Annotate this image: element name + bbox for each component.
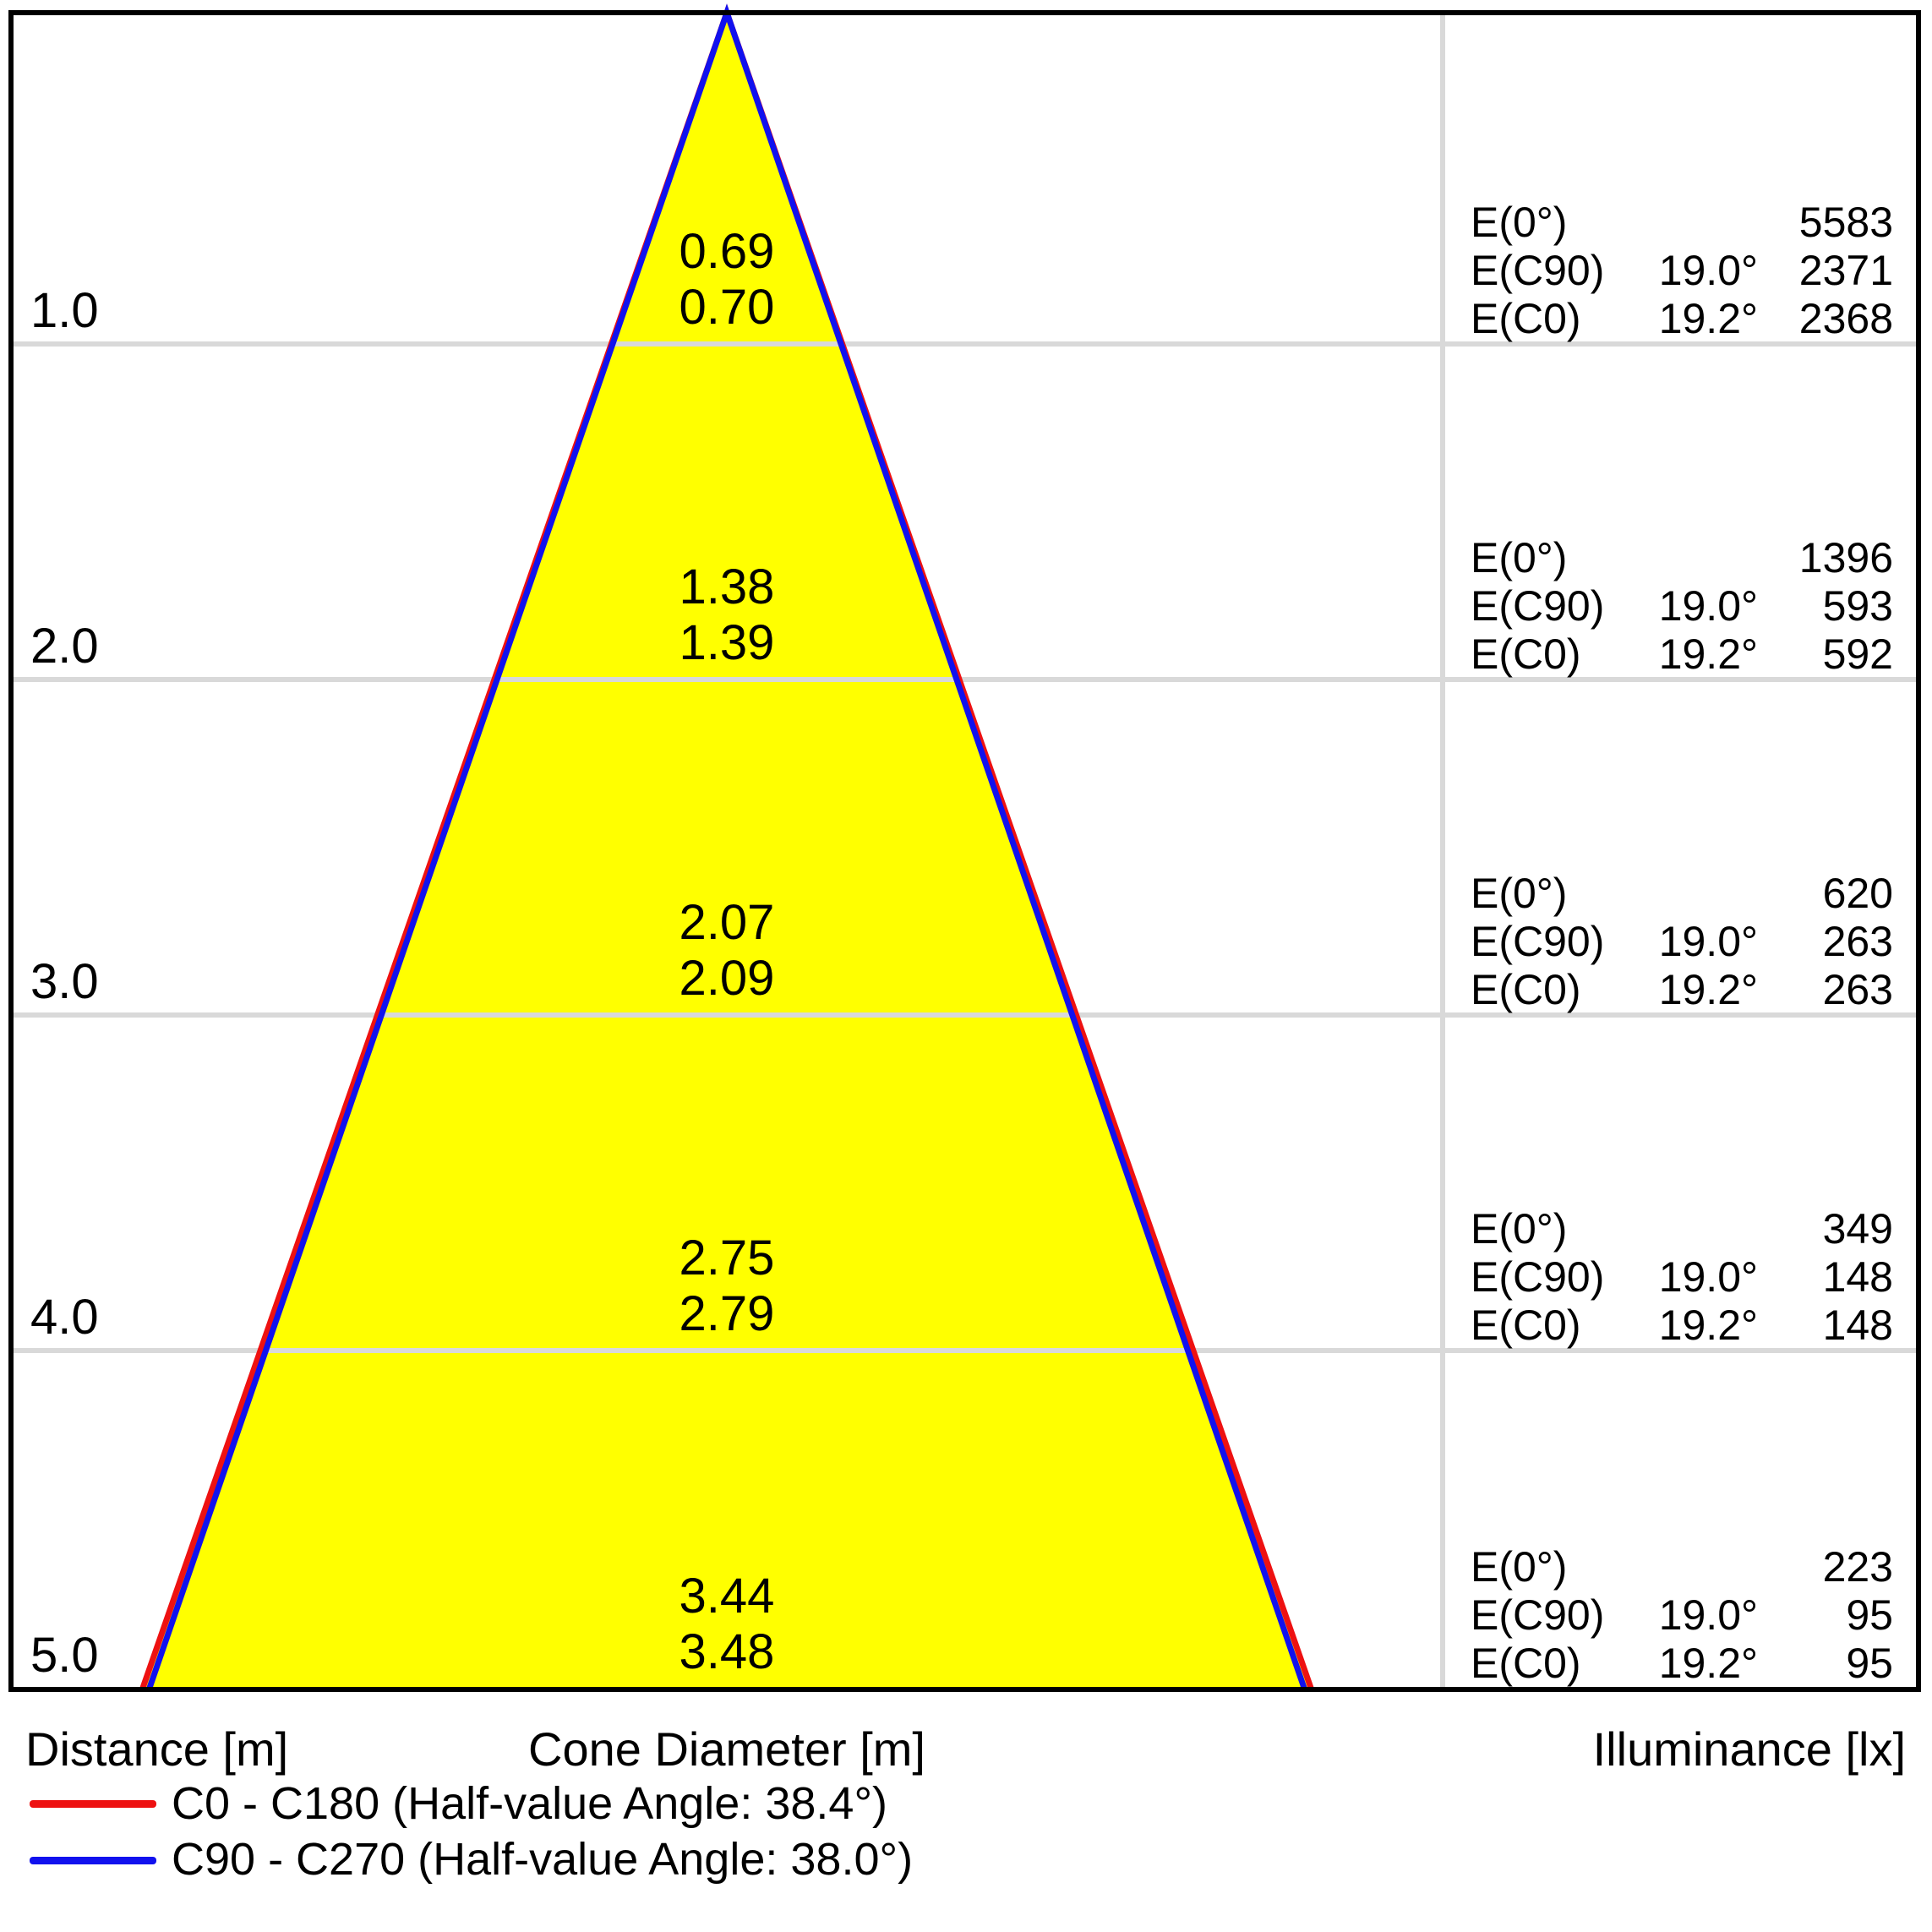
illuminance-row-ec90: E(C90) 19.0° 263 xyxy=(1471,918,1893,965)
cone-diameter-c90: 2.75 xyxy=(679,1231,775,1285)
distance-label: 2.0 xyxy=(30,619,99,674)
c90-legend-line-icon xyxy=(30,1857,156,1864)
illuminance-row-e0: E(0°) 223 xyxy=(1471,1543,1893,1591)
cone-diameter-c0: 3.48 xyxy=(679,1624,775,1679)
cone-diameter-values: 3.44 3.48 xyxy=(558,1569,896,1680)
illuminance-row-ec90: E(C90) 19.0° 2371 xyxy=(1471,247,1893,294)
illuminance-block: E(0°) 5583 E(C90) 19.0° 2371 E(C0) 19.2° 2368 xyxy=(1471,199,1893,343)
illuminance-block: E(0°) 1396 E(C90) 19.0° 593 E(C0) 19.2° 592 xyxy=(1471,534,1893,679)
illuminance-row-e0: E(0°) 349 xyxy=(1471,1205,1893,1253)
distance-label: 3.0 xyxy=(30,954,99,1009)
illuminance-row-e0: E(0°) 5583 xyxy=(1471,199,1893,246)
illuminance-row-ec0: E(C0) 19.2° 95 xyxy=(1471,1640,1893,1687)
c0-legend-line-icon xyxy=(30,1800,156,1808)
light-cone-fill xyxy=(143,14,1311,1688)
distance-gridlines xyxy=(14,14,1917,1687)
distance-axis-title: Distance [m] xyxy=(25,1722,289,1776)
cone-diameter-c90: 2.07 xyxy=(679,895,775,950)
illuminance-block: E(0°) 223 E(C90) 19.0° 95 E(C0) 19.2° 95 xyxy=(1471,1543,1893,1688)
distance-label: 5.0 xyxy=(30,1628,99,1683)
c0-legend-label: C0 - C180 (Half-value Angle: 38.4°) xyxy=(172,1778,888,1829)
distance-label: 4.0 xyxy=(30,1290,99,1345)
cone-diameter-c0: 2.09 xyxy=(679,951,775,1006)
cone-diameter-c90: 1.38 xyxy=(679,559,775,614)
cone-diameter-c90: 0.69 xyxy=(679,224,775,279)
c90-legend-label: C90 - C270 (Half-value Angle: 38.0°) xyxy=(172,1834,914,1885)
cone-diameter-values: 0.69 0.70 xyxy=(558,224,896,336)
cone-diameter-values: 2.07 2.09 xyxy=(558,895,896,1007)
cone-diameter-c90: 3.44 xyxy=(679,1569,775,1624)
cone-diameter-c0: 1.39 xyxy=(679,615,775,670)
illuminance-block: E(0°) 620 E(C90) 19.0° 263 E(C0) 19.2° 263 xyxy=(1471,870,1893,1014)
illuminance-row-ec90: E(C90) 19.0° 148 xyxy=(1471,1253,1893,1301)
cone-diameter-values: 2.75 2.79 xyxy=(558,1231,896,1342)
distance-label: 1.0 xyxy=(30,283,99,338)
illuminance-row-e0: E(0°) 620 xyxy=(1471,870,1893,917)
illuminance-row-e0: E(0°) 1396 xyxy=(1471,534,1893,581)
cone-diameter-axis-title: Cone Diameter [m] xyxy=(528,1722,925,1776)
illuminance-axis-title: Illuminance [lx] xyxy=(1592,1722,1906,1776)
illuminance-block: E(0°) 349 E(C90) 19.0° 148 E(C0) 19.2° 148 xyxy=(1471,1205,1893,1350)
table-border xyxy=(8,10,1921,1692)
illuminance-row-ec0: E(C0) 19.2° 2368 xyxy=(1471,295,1893,342)
illuminance-row-ec90: E(C90) 19.0° 593 xyxy=(1471,582,1893,630)
cone-diameter-c0: 0.70 xyxy=(679,280,775,335)
illuminance-row-ec0: E(C0) 19.2° 592 xyxy=(1471,630,1893,678)
cone-diameter-c0: 2.79 xyxy=(679,1286,775,1341)
cone-diameter-values: 1.38 1.39 xyxy=(558,559,896,671)
illuminance-row-ec0: E(C0) 19.2° 148 xyxy=(1471,1302,1893,1349)
illuminance-row-ec0: E(C0) 19.2° 263 xyxy=(1471,966,1893,1013)
illuminance-row-ec90: E(C90) 19.0° 95 xyxy=(1471,1591,1893,1639)
